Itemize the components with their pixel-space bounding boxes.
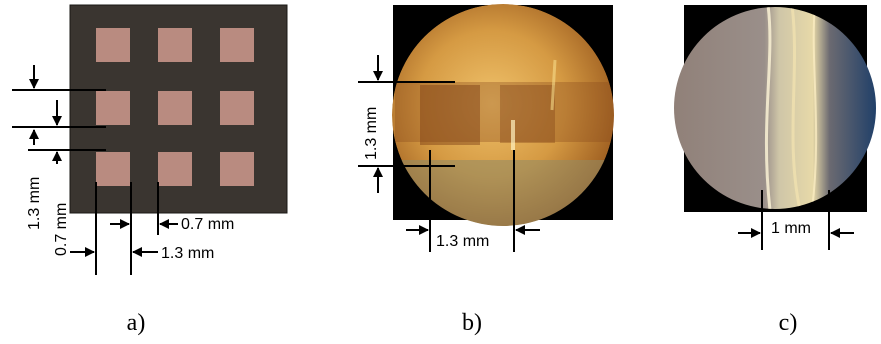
label-pitch-horizontal-b: 1.3 mm bbox=[436, 233, 489, 250]
pad bbox=[158, 152, 192, 186]
pad bbox=[220, 152, 254, 186]
pad bbox=[158, 28, 192, 62]
pad bbox=[158, 91, 192, 125]
pad bbox=[96, 152, 130, 186]
pad bbox=[220, 91, 254, 125]
label-pad-vertical-a: 0.7 mm bbox=[53, 203, 70, 256]
label-pitch-vertical-b: 1.3 mm bbox=[363, 107, 380, 160]
pad bbox=[96, 28, 130, 62]
panel-b: 1.3 mm 1.3 mm b) bbox=[358, 4, 614, 336]
label-width-c: 1 mm bbox=[771, 220, 811, 237]
dimension-lines-b bbox=[358, 55, 540, 252]
panel-a: 1.3 mm 0.7 mm 0.7 mm 1.3 mm a) bbox=[12, 4, 288, 336]
caption-a: a) bbox=[127, 310, 146, 336]
pad bbox=[96, 91, 130, 125]
panel-c: 1 mm c) bbox=[674, 5, 876, 336]
scope-image-c bbox=[674, 7, 876, 209]
pad-grid bbox=[96, 28, 254, 186]
dimension-lines-a bbox=[12, 65, 178, 275]
dimension-lines-c bbox=[738, 190, 854, 250]
label-pitch-horizontal-a: 1.3 mm bbox=[161, 245, 214, 262]
scope-image-b bbox=[392, 4, 614, 226]
label-pitch-vertical-a: 1.3 mm bbox=[26, 177, 43, 230]
caption-b: b) bbox=[462, 310, 482, 336]
pad bbox=[220, 28, 254, 62]
label-pad-horizontal-a: 0.7 mm bbox=[181, 216, 234, 233]
caption-c: c) bbox=[779, 310, 798, 336]
